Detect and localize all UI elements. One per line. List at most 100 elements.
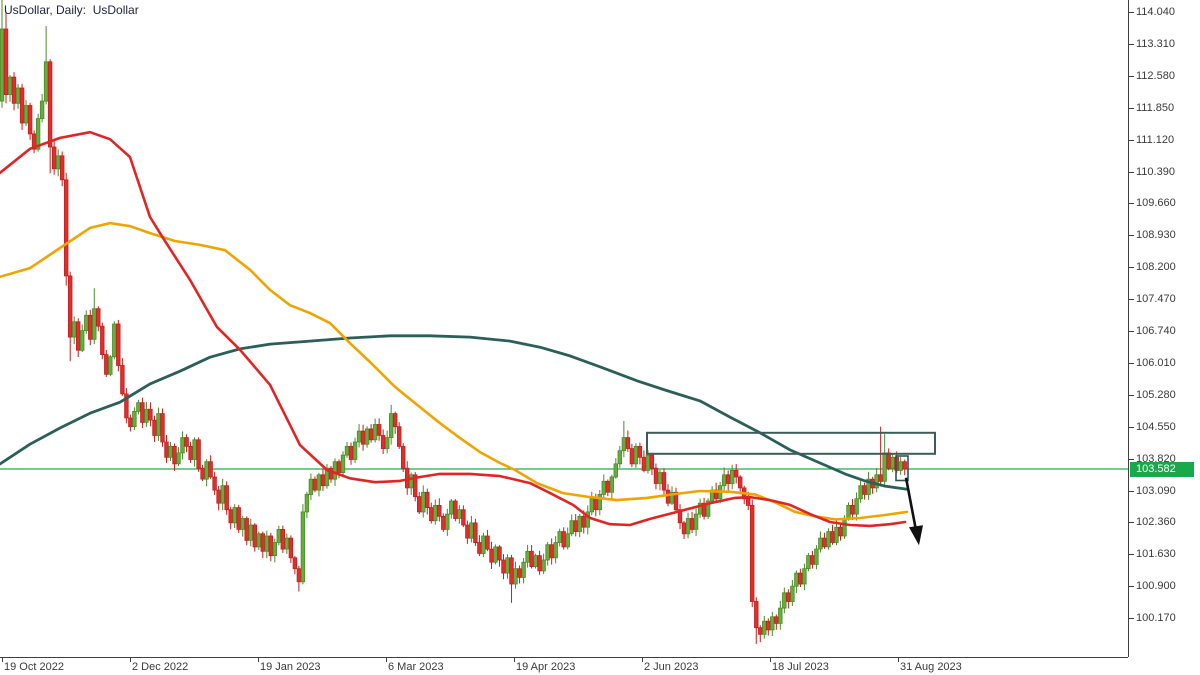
candle-body — [368, 428, 374, 441]
candle-body — [669, 491, 675, 504]
candle-body — [557, 531, 562, 543]
candle-body — [136, 402, 141, 412]
candle-body — [364, 428, 370, 445]
candle-body — [449, 500, 454, 515]
time-axis-tick — [258, 658, 259, 662]
price-axis-tick — [1129, 171, 1134, 173]
candle-body — [521, 561, 526, 578]
candle-body — [144, 408, 149, 423]
candle-body — [633, 445, 639, 465]
candle-body — [826, 531, 831, 548]
price-axis-tick — [1129, 394, 1134, 396]
candle-body — [124, 393, 129, 419]
price-label: 104.550 — [1136, 420, 1176, 433]
candle-body — [509, 557, 514, 585]
candle-body — [160, 413, 165, 443]
candle-body — [212, 476, 217, 491]
candle-body — [43, 61, 49, 102]
candle-body — [184, 437, 189, 447]
candle-body — [866, 478, 871, 495]
candle-body — [617, 450, 622, 465]
price-axis-tick — [1129, 362, 1134, 364]
candle-body — [31, 133, 37, 150]
price-chart-area[interactable]: UsDollar, Daily: UsDollar — [0, 0, 1128, 657]
candle-body — [260, 533, 265, 552]
price-label: 103.090 — [1136, 484, 1176, 497]
candle-body — [898, 461, 903, 471]
candle-body — [902, 461, 907, 470]
time-axis[interactable]: 19 Oct 2022 2 Dec 2022 19 Jan 2023 6 Mar 20… — [0, 657, 1128, 675]
candle-body — [19, 87, 25, 124]
time-axis-tick — [898, 658, 899, 662]
candle-body — [388, 413, 394, 439]
candle-body — [541, 559, 546, 572]
candle-body — [88, 314, 93, 340]
candle-body — [344, 445, 350, 456]
candle-body — [112, 323, 117, 358]
candle-body — [561, 531, 566, 548]
candle-body — [356, 430, 362, 443]
price-label: 110.390 — [1136, 165, 1175, 178]
candle-body — [172, 445, 177, 465]
candle-body — [713, 489, 719, 500]
candle-body — [196, 439, 201, 469]
candle-body — [581, 515, 586, 528]
candle-body — [830, 531, 835, 543]
candle-body — [794, 572, 799, 587]
candle-body — [882, 452, 887, 482]
price-label: 106.010 — [1136, 356, 1176, 369]
candle-body — [493, 546, 498, 563]
candle-body — [332, 461, 338, 480]
candle-body — [433, 504, 438, 522]
time-axis-tick — [642, 658, 643, 662]
date-label: 19 Jan 2023 — [260, 661, 321, 673]
candle-body — [376, 424, 382, 436]
price-axis-tick — [1129, 554, 1134, 556]
candle-body — [681, 522, 687, 535]
candle-body — [224, 485, 229, 511]
candle-body — [416, 496, 422, 513]
time-axis-tick — [130, 658, 131, 662]
candle-body — [473, 522, 478, 544]
price-axis-tick — [1129, 490, 1134, 492]
candle-body — [92, 308, 97, 340]
candlestick-chart[interactable] — [0, 0, 1128, 657]
candle-body — [661, 472, 667, 491]
candle-body — [52, 146, 57, 170]
candle-body — [148, 408, 153, 421]
down-arrow-line[interactable] — [904, 477, 918, 531]
candle-body — [629, 448, 635, 465]
candle-body — [396, 426, 402, 447]
candle-body — [292, 557, 298, 570]
candle-body — [300, 511, 306, 583]
candle-body — [597, 493, 602, 511]
rectangle-annotation[interactable] — [646, 431, 936, 455]
candle-body — [625, 437, 631, 449]
candle-body — [505, 557, 510, 574]
candle-body — [513, 568, 518, 585]
candle-body — [677, 509, 683, 524]
price-axis-tick — [1129, 522, 1134, 524]
price-label: 100.900 — [1136, 580, 1176, 593]
candle-body — [786, 592, 791, 602]
candle-body — [284, 537, 290, 550]
candle-body — [798, 572, 803, 585]
price-axis[interactable]: 103.582 114.040 113.310 112.580 111.850 111.… — [1128, 0, 1200, 657]
candle-body — [762, 620, 767, 635]
candle-body — [64, 179, 69, 277]
candle-body — [485, 535, 490, 550]
candle-body — [878, 474, 883, 482]
down-arrow-head[interactable] — [909, 525, 923, 546]
candle-body — [437, 504, 442, 517]
price-axis-tick — [1129, 331, 1134, 332]
ma-line-fast-red[interactable] — [0, 130, 907, 528]
candle-body — [192, 439, 197, 460]
last-candle-box-annotation[interactable] — [895, 455, 909, 482]
date-label: 2 Dec 2022 — [132, 661, 189, 673]
candle-body — [76, 321, 81, 351]
ma-line-slow-teal[interactable] — [0, 334, 909, 491]
candle-body — [272, 542, 277, 557]
candle-body — [35, 118, 41, 150]
price-axis-tick — [1129, 139, 1134, 141]
